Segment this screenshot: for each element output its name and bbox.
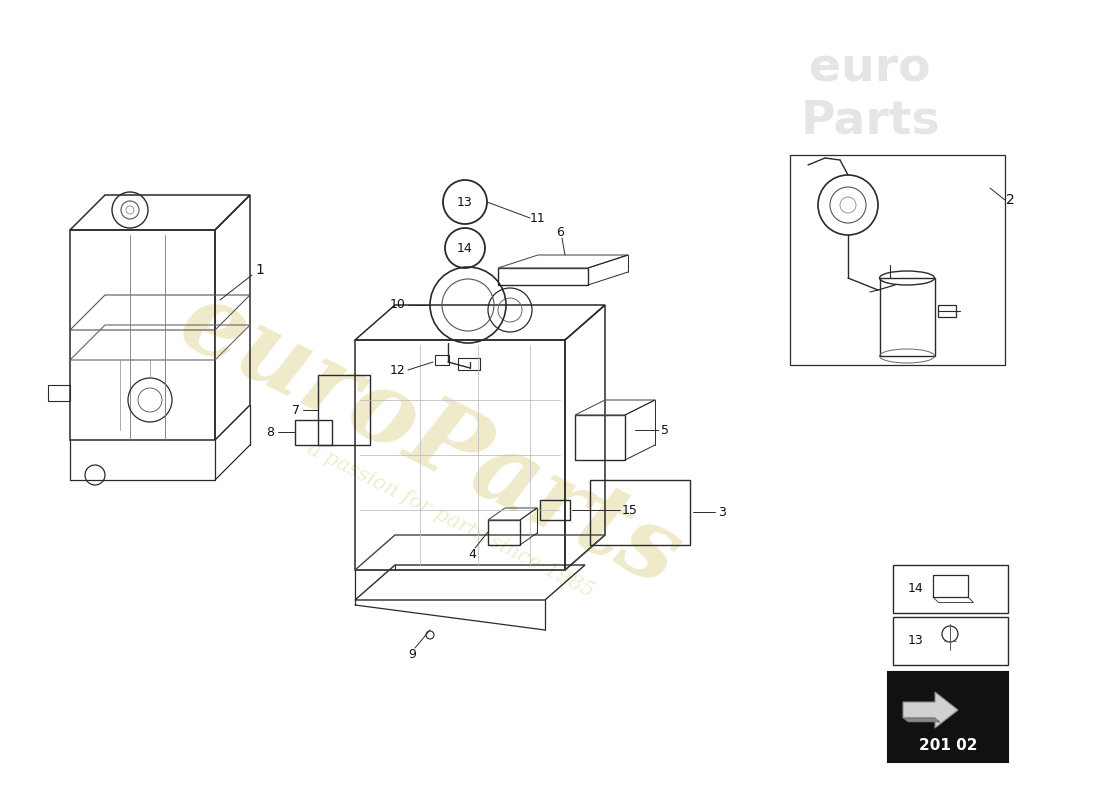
Text: 13: 13 (908, 634, 924, 647)
Bar (880, 278, 935, 356)
Text: 2: 2 (1005, 193, 1014, 207)
FancyBboxPatch shape (888, 672, 1008, 762)
Text: 10: 10 (390, 298, 406, 311)
Text: 6: 6 (557, 226, 564, 239)
Text: 9: 9 (408, 649, 416, 662)
Text: a passion for parts since 1985: a passion for parts since 1985 (304, 439, 596, 601)
Bar (893, 617, 1008, 665)
Text: 14: 14 (458, 242, 473, 254)
Text: 201 02: 201 02 (918, 738, 977, 753)
Text: euro
Parts: euro Parts (800, 46, 939, 143)
Text: 5: 5 (661, 423, 669, 437)
Bar (893, 565, 1008, 613)
Bar (938, 305, 956, 317)
Text: 7: 7 (292, 403, 300, 417)
Text: 4: 4 (469, 549, 476, 562)
Bar (458, 358, 480, 370)
Bar (790, 155, 1005, 365)
Text: 13: 13 (458, 195, 473, 209)
Polygon shape (903, 692, 958, 728)
Text: 12: 12 (390, 363, 406, 377)
Bar (933, 575, 968, 597)
Text: 14: 14 (908, 582, 924, 595)
Text: 1: 1 (255, 263, 264, 277)
Polygon shape (903, 718, 940, 722)
Text: 8: 8 (266, 426, 274, 438)
Text: 15: 15 (623, 503, 638, 517)
Bar (48, 385, 70, 401)
Text: 11: 11 (530, 211, 546, 225)
Text: euroParts: euroParts (164, 273, 696, 607)
Text: 3: 3 (718, 506, 726, 518)
Bar (434, 355, 449, 365)
